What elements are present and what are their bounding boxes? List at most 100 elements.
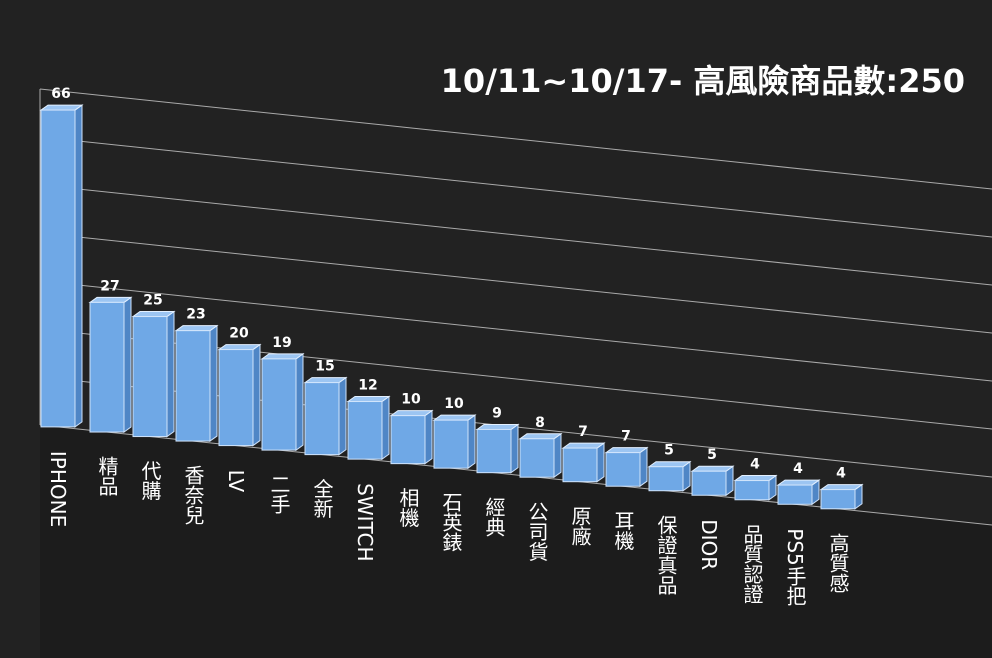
bar-face [639,446,648,488]
bar [39,104,84,428]
grid-line [39,280,992,382]
x-tick-label: 高質感 [826,532,850,592]
bar-face [166,310,175,438]
bar-face [338,376,347,456]
bar-face [175,330,211,442]
bar-face [562,447,598,483]
bar-face [510,423,519,474]
bar-face [261,358,297,451]
value-label: 23 [186,307,205,323]
bar-face [89,301,125,433]
bar-face [519,438,555,478]
bar [131,310,176,438]
bar-face [132,316,168,438]
bar-face [74,104,83,428]
value-label: 12 [358,378,377,394]
bar-face [648,466,684,492]
x-tick-label: LV [224,470,248,493]
grid-line [39,136,992,238]
value-label: 10 [401,392,421,408]
floor [40,425,992,658]
x-tick-label: IPHONE [46,451,70,527]
grid-line [39,88,992,190]
bar-face [88,296,133,303]
bar-face [217,344,262,351]
bar-face [518,433,563,440]
x-tick-label: 代購 [138,460,162,501]
bar-face [777,484,813,505]
value-label: 9 [492,405,502,421]
x-tick-label: PS5手把 [783,528,807,605]
x-tick-label: 公司貨 [525,501,549,561]
bar-face [604,447,649,454]
value-label: 7 [621,429,631,445]
bar [217,343,262,447]
value-label: 8 [535,415,545,431]
value-label: 4 [793,461,803,477]
x-tick-label: 品質認證 [740,524,764,604]
bar-face [389,410,434,417]
bar [690,465,735,497]
value-label: 25 [143,293,162,309]
bar-face [347,401,383,460]
x-tick-label: 相機 [396,487,420,527]
bar-face [776,479,821,486]
grid-line [39,232,992,334]
bar-face [40,109,76,428]
x-tick-label: 耳機 [611,510,635,550]
grid-line [39,184,992,286]
bar-face [819,484,864,491]
bar-face [690,465,735,472]
bar-face [733,475,778,482]
bar-face [295,352,304,452]
bar-face [131,311,176,318]
bar-face [390,415,426,465]
bar-face [561,442,606,449]
bar-face [303,377,348,384]
bar-face [381,395,390,461]
x-tick-label: 香奈兒 [181,465,205,525]
bar-face [209,324,218,443]
bar [776,479,821,506]
bar-face [734,480,770,501]
bar-face [304,382,340,456]
bar-face [432,414,477,421]
value-label: 27 [100,278,119,294]
bar [432,414,477,470]
bar-face [39,104,84,111]
bar-face [218,349,254,447]
x-tick-label: 石英錶 [439,492,463,552]
x-tick-label: 經典 [482,496,506,536]
value-label: 15 [315,359,334,375]
x-tick-label: 精品 [95,456,119,496]
value-label: 4 [836,466,846,482]
bar [604,446,649,488]
bar-face [475,423,520,430]
bar-face [605,452,641,487]
bar [733,474,778,501]
bar-face [123,296,132,434]
bar [260,352,305,452]
bar [389,409,434,465]
value-label: 20 [229,326,249,342]
value-label: 5 [664,443,674,459]
x-tick-label: 全新 [310,478,334,518]
bar [819,483,864,510]
value-label: 66 [51,86,70,102]
bar [475,423,520,474]
value-label: 7 [578,424,588,440]
bar-face [820,489,856,510]
bar [647,460,692,492]
bar-face [553,432,562,479]
bar [303,376,348,456]
bar-face [433,419,469,469]
bar-face [260,353,305,360]
x-tick-label: 二手 [267,474,291,514]
value-label: 4 [750,457,760,473]
bar [174,324,219,443]
bar-face [476,428,512,474]
bar-face [174,325,219,332]
bar-face [424,409,433,465]
x-tick-label: DIOR [697,519,721,570]
